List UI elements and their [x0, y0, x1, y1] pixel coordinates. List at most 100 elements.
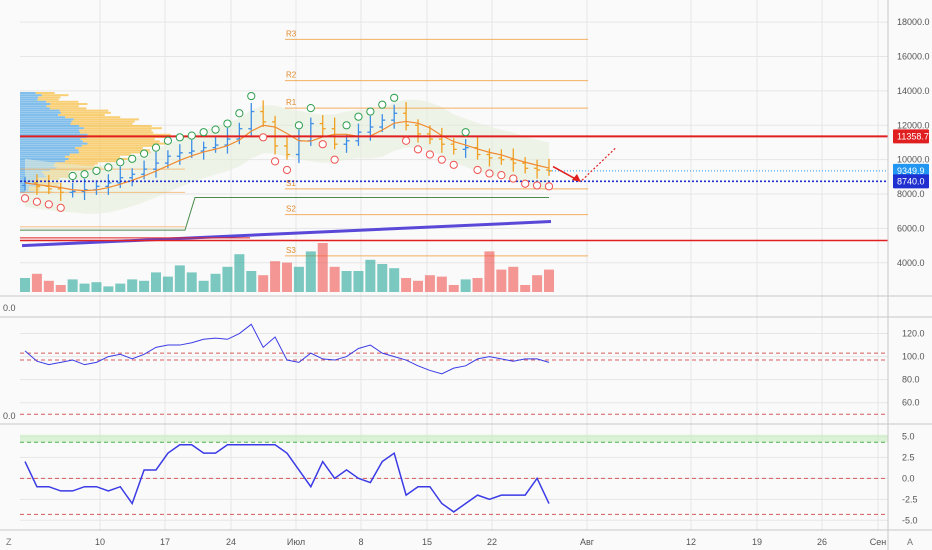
- profile-bar-blue: [20, 142, 88, 145]
- profile-bar-blue: [20, 109, 60, 112]
- profile-bar-blue: [20, 160, 66, 163]
- profile-bar-blue: [20, 149, 79, 152]
- sequence-marker: [509, 174, 518, 183]
- sequence-marker: [306, 104, 315, 113]
- volume-bar: [424, 275, 435, 292]
- volume-bar: [532, 275, 543, 292]
- volume-bar: [246, 271, 257, 292]
- timezone-icon[interactable]: Z: [6, 537, 12, 547]
- profile-bar-blue: [20, 138, 81, 141]
- sequence-marker: [473, 165, 482, 175]
- sequence-marker: [80, 170, 89, 179]
- osc1-line: [24, 323, 550, 375]
- sequence-marker: [259, 133, 268, 142]
- volume-bar: [174, 265, 185, 292]
- sequence-marker: [211, 125, 220, 134]
- profile-bar-yellow: [73, 118, 139, 121]
- slow-moving-average: [21, 220, 552, 248]
- volume-bar: [365, 259, 376, 292]
- volume-bar: [151, 272, 161, 292]
- price-tick-label: 6000.0: [897, 223, 925, 233]
- volume-bar: [20, 278, 30, 292]
- volume-bar: [67, 279, 78, 292]
- sequence-marker: [163, 136, 173, 145]
- price-tick-label: 14000.0: [897, 86, 930, 96]
- osc2-tick-label: 2.5: [902, 452, 915, 462]
- profile-bar-blue: [20, 131, 80, 134]
- profile-bar-yellow: [65, 160, 121, 163]
- osc2-green-band: [20, 434, 888, 443]
- profile-bar-yellow: [37, 98, 59, 101]
- pivot-label-r1: R1: [286, 98, 297, 107]
- sequence-marker: [354, 112, 363, 121]
- volume-bar: [377, 264, 388, 292]
- time-tick-label: 15: [422, 537, 432, 547]
- pivot-label-s1: S1: [286, 179, 296, 188]
- stop-line: [20, 196, 549, 231]
- volume-bar: [31, 273, 42, 292]
- sequence-marker: [175, 133, 184, 142]
- volume-bar: [270, 261, 281, 292]
- sequence-marker: [378, 100, 387, 109]
- volume-bar: [496, 269, 507, 292]
- sequence-marker: [544, 182, 554, 191]
- osc1-tick-label: 80.0: [902, 375, 920, 385]
- profile-bar-yellow: [79, 125, 152, 127]
- profile-bar-blue: [20, 127, 84, 130]
- profile-bar-blue: [20, 120, 72, 123]
- profile-bar-yellow: [71, 120, 135, 123]
- volume-bar: [222, 266, 233, 292]
- sequence-marker: [366, 107, 375, 116]
- sequence-marker: [104, 163, 113, 172]
- sequence-marker: [223, 119, 232, 128]
- profile-bar-blue: [20, 98, 38, 101]
- price-tag-label-1: 9349.9: [897, 166, 925, 176]
- price-tag-label-0: 11358.7: [897, 131, 929, 141]
- sequence-marker: [390, 93, 399, 102]
- pivot-levels: R3 R2 R1 S1 S2 S3: [20, 29, 588, 257]
- volume-bar: [508, 266, 519, 292]
- sequence-marker: [56, 203, 65, 212]
- sequence-marker: [342, 121, 351, 130]
- time-tick-label: Июл: [287, 537, 305, 547]
- pivot-label-s3: S3: [286, 246, 296, 255]
- sequence-marker: [401, 136, 411, 145]
- profile-bar-yellow: [82, 140, 160, 143]
- volume-bar: [162, 276, 173, 292]
- profile-bar-blue: [20, 129, 80, 132]
- sequence-marker: [32, 197, 42, 206]
- sequence-marker: [485, 169, 494, 178]
- oscillator-1-panel[interactable]: [20, 317, 888, 423]
- pivot-label-r3: R3: [286, 29, 297, 38]
- profile-bar-yellow: [69, 153, 131, 156]
- osc1-tick-label: 100.0: [902, 352, 925, 362]
- profile-bar-yellow: [79, 131, 154, 134]
- oscillator-1-series: [20, 323, 888, 415]
- volume-bar: [544, 269, 554, 292]
- volume-bars: [20, 243, 554, 292]
- time-tick-label: 19: [752, 537, 762, 547]
- moving-averages: [21, 120, 552, 248]
- sequence-marker: [449, 160, 458, 169]
- volume-bar: [413, 280, 423, 292]
- sequence-marker: [187, 131, 196, 140]
- volume-bar: [43, 280, 54, 292]
- time-tick-label: 12: [686, 537, 696, 547]
- sequence-marker: [199, 128, 208, 137]
- volume-bar: [472, 278, 483, 292]
- pivot-label-r2: R2: [286, 71, 297, 80]
- profile-bar-yellow: [46, 100, 79, 103]
- osc1-tick-label: 60.0: [902, 398, 920, 408]
- time-tick-label: 17: [160, 537, 170, 547]
- auto-scale-icon[interactable]: A: [907, 537, 913, 547]
- profile-bar-yellow: [50, 103, 88, 105]
- profile-bar-yellow: [58, 114, 105, 116]
- profile-bar-yellow: [83, 127, 162, 130]
- osc2-tick-label: -2.5: [902, 494, 918, 504]
- sequence-marker: [247, 91, 256, 101]
- profile-bar-yellow: [59, 109, 109, 112]
- volume-bar: [79, 283, 90, 292]
- profile-bar-blue: [20, 122, 71, 125]
